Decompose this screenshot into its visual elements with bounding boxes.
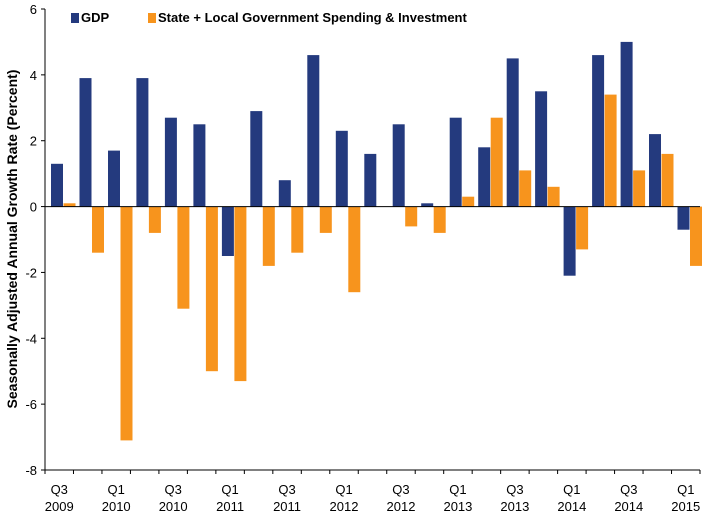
y-ticks-group: -8 -6 -4 -2 0 2 4 6	[25, 2, 45, 478]
bar-state-local-2	[120, 206, 133, 441]
bar-gdp-12	[392, 124, 405, 207]
bar-state-local-10	[348, 206, 361, 293]
bar-gdp-11	[364, 153, 377, 207]
y-tick-label: -6	[25, 397, 37, 412]
x-tick-label-quarter: Q1	[677, 482, 694, 497]
bar-gdp-5	[193, 124, 206, 207]
bar-state-local-12	[405, 206, 418, 227]
bar-state-local-3	[148, 206, 161, 233]
bar-state-local-18	[576, 206, 589, 250]
y-tick-label: 0	[30, 200, 37, 215]
x-tick-label-year: 2014	[614, 499, 643, 514]
bar-gdp-17	[535, 91, 548, 207]
bar-gdp-22	[677, 206, 690, 230]
y-tick-label: 6	[30, 2, 37, 17]
x-tick-label-year: 2013	[500, 499, 529, 514]
bar-gdp-3	[136, 78, 149, 207]
x-tick-label-quarter: Q1	[563, 482, 580, 497]
x-tick-label-year: 2012	[330, 499, 359, 514]
legend-swatch-state-local	[148, 13, 156, 23]
bar-gdp-19	[592, 55, 605, 207]
bar-state-local-16	[519, 170, 532, 207]
bar-state-local-21	[661, 153, 674, 207]
bar-state-local-15	[490, 117, 503, 207]
bar-gdp-18	[563, 206, 576, 276]
legend: GDP State + Local Government Spending & …	[71, 10, 467, 25]
x-tick-label-year: 2011	[216, 499, 244, 514]
x-tick-label-quarter: Q1	[108, 482, 125, 497]
bar-gdp-16	[506, 58, 519, 207]
bar-state-local-13	[433, 206, 446, 233]
y-tick-label: -8	[25, 463, 37, 478]
bar-gdp-0	[51, 163, 63, 207]
legend-label-gdp: GDP	[81, 10, 110, 25]
bar-gdp-6	[221, 206, 234, 256]
x-tick-label-quarter: Q3	[506, 482, 523, 497]
bar-state-local-7	[262, 206, 275, 266]
bar-gdp-1	[79, 78, 92, 207]
bar-state-local-9	[319, 206, 332, 233]
bar-state-local-22	[690, 206, 702, 266]
bar-state-local-19	[604, 94, 617, 207]
axes-group	[44, 9, 700, 471]
bar-gdp-7	[250, 111, 263, 207]
bar-state-local-14	[462, 196, 475, 207]
y-tick-label: -2	[25, 265, 37, 280]
bar-gdp-21	[649, 134, 661, 207]
bar-gdp-4	[164, 117, 177, 207]
x-tick-label-quarter: Q3	[620, 482, 637, 497]
x-tick-label-year: 2014	[557, 499, 586, 514]
x-tick-label-year: 2010	[102, 499, 131, 514]
bar-gdp-15	[478, 147, 491, 207]
y-tick-label: -4	[25, 331, 37, 346]
y-axis-title: Seasonally Adjusted Annual Growth Rate (…	[4, 70, 20, 409]
x-tick-label-year: 2011	[273, 499, 301, 514]
x-tick-label-quarter: Q3	[164, 482, 181, 497]
bar-gdp-9	[307, 55, 320, 207]
bar-state-local-1	[92, 206, 104, 253]
x-tick-label-quarter: Q3	[392, 482, 409, 497]
x-tick-label-year: 2010	[159, 499, 188, 514]
bar-gdp-8	[278, 180, 291, 207]
x-tick-label-quarter: Q1	[335, 482, 352, 497]
bar-gdp-20	[620, 41, 633, 207]
bar-gdp-14	[449, 117, 462, 207]
x-tick-label-year: 2013	[443, 499, 472, 514]
bar-state-local-4	[177, 206, 190, 309]
bar-gdp-2	[108, 150, 120, 207]
legend-swatch-gdp	[71, 13, 79, 23]
x-tick-label-year: 2012	[387, 499, 416, 514]
x-tick-label-quarter: Q1	[449, 482, 466, 497]
x-tick-label-year: 2015	[671, 499, 700, 514]
legend-label-state-local: State + Local Government Spending & Inve…	[158, 10, 467, 25]
bar-gdp-10	[335, 130, 348, 207]
x-ticks-group: Q3 2009 Q1 2010 Q3 2010 Q1 2011 Q3 2011 Q1 2012 Q3 20…	[44, 470, 701, 514]
x-tick-label-quarter: Q1	[221, 482, 238, 497]
bar-state-local-5	[205, 206, 218, 372]
y-tick-label: 4	[30, 68, 37, 83]
bar-state-local-8	[291, 206, 304, 253]
bars-group	[51, 41, 702, 441]
bar-gdp-13	[421, 203, 434, 207]
x-tick-label-quarter: Q3	[51, 482, 68, 497]
x-tick-label-quarter: Q3	[278, 482, 295, 497]
bar-state-local-6	[234, 206, 247, 382]
y-tick-label: 2	[30, 134, 37, 149]
bar-state-local-0	[63, 203, 76, 207]
x-tick-label-year: 2009	[45, 499, 74, 514]
bar-state-local-17	[547, 186, 560, 207]
bar-state-local-20	[633, 170, 646, 207]
